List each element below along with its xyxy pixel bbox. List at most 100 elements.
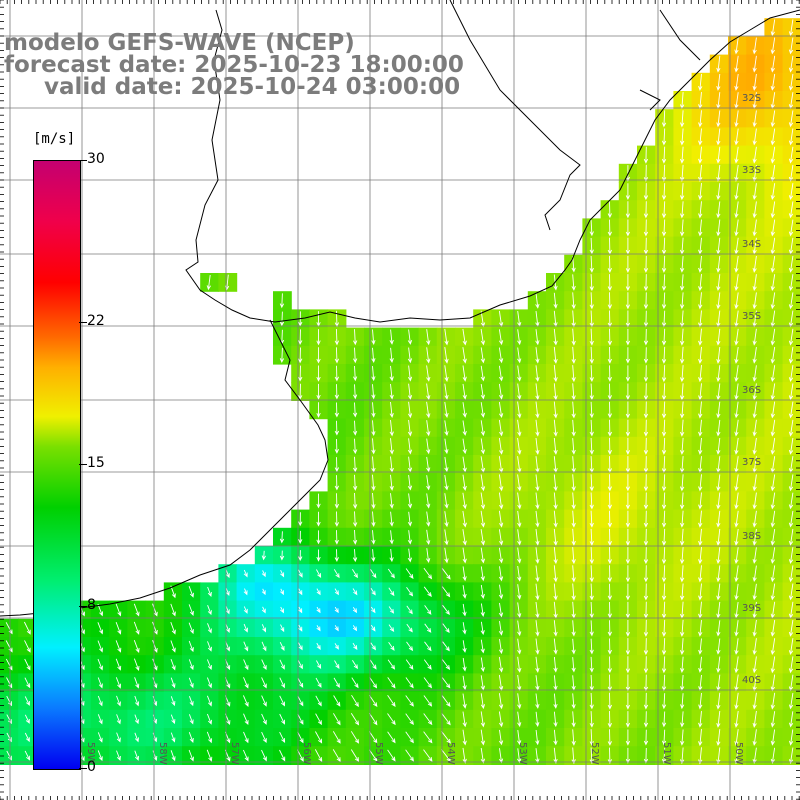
- wind-arrow: [498, 566, 504, 582]
- latitude-label: 38S: [742, 531, 761, 542]
- wind-arrow: [279, 550, 285, 561]
- wind-arrow: [334, 549, 339, 563]
- wind-arrow: [734, 583, 739, 601]
- wind-arrow: [752, 365, 757, 382]
- wind-arrow: [698, 110, 703, 128]
- wind-arrow: [480, 657, 485, 673]
- wind-arrow: [134, 677, 140, 689]
- wind-arrow: [498, 365, 504, 382]
- wind-arrow: [387, 731, 396, 744]
- wind-arrow: [788, 692, 794, 710]
- wind-arrow: [643, 419, 649, 437]
- wind-arrow: [480, 547, 486, 564]
- wind-arrow: [734, 474, 739, 492]
- wind-arrow: [716, 747, 721, 765]
- wind-arrow: [752, 128, 757, 146]
- wind-arrow: [188, 622, 194, 635]
- wind-arrow: [315, 695, 322, 707]
- wind-arrow: [553, 419, 558, 437]
- wind-arrow: [607, 565, 613, 583]
- wind-arrow: [770, 674, 776, 692]
- wind-arrow: [298, 624, 303, 632]
- wind-arrow: [298, 530, 303, 544]
- wind-arrow: [170, 658, 176, 671]
- wind-arrow: [407, 438, 413, 455]
- wind-arrow: [243, 606, 248, 614]
- wind-arrow: [553, 747, 558, 764]
- wind-arrow: [387, 659, 396, 670]
- wind-arrow: [242, 695, 249, 707]
- wind-arrow: [661, 747, 667, 764]
- wind-arrow: [553, 383, 558, 401]
- wind-arrow: [316, 660, 322, 669]
- wind-arrow: [206, 713, 212, 725]
- wind-arrow: [517, 711, 522, 728]
- wind-arrow: [643, 255, 649, 273]
- wind-arrow: [679, 146, 685, 164]
- wind-arrow: [643, 510, 649, 528]
- wind-arrow: [643, 692, 649, 710]
- wind-arrow: [679, 565, 685, 583]
- wind-arrow: [770, 401, 776, 419]
- wind-arrow: [643, 437, 649, 455]
- wind-arrow: [352, 660, 358, 670]
- wind-arrow: [734, 528, 739, 546]
- wind-arrow: [625, 528, 631, 546]
- wind-arrow: [462, 402, 467, 418]
- colorbar-tick-label: 0: [87, 759, 96, 775]
- wind-arrow: [462, 603, 467, 617]
- wind-arrow: [170, 714, 176, 725]
- wind-arrow: [498, 383, 504, 400]
- wind-arrow: [752, 547, 757, 564]
- wind-arrow: [333, 713, 341, 726]
- wind-arrow: [752, 347, 757, 364]
- wind-arrow: [279, 659, 285, 670]
- wind-arrow: [6, 695, 12, 707]
- wind-arrow: [716, 601, 721, 619]
- wind-arrow: [571, 274, 576, 291]
- wind-arrow: [770, 219, 776, 237]
- wind-arrow: [298, 347, 303, 364]
- wind-arrow: [770, 164, 776, 182]
- wind-arrow: [188, 640, 194, 653]
- wind-arrow: [462, 747, 467, 764]
- wind-arrow: [371, 492, 376, 510]
- wind-arrow: [589, 419, 594, 437]
- wind-arrow: [770, 583, 776, 601]
- wind-arrow: [423, 659, 432, 670]
- colorbar-tick-mark: [79, 322, 87, 324]
- wind-arrow: [315, 677, 322, 688]
- wind-arrow: [571, 292, 576, 310]
- forecast-date: forecast date: 2025-10-23 18:00:00: [4, 52, 464, 78]
- wind-arrow: [661, 201, 667, 219]
- wind-arrow: [535, 620, 540, 637]
- wind-arrow: [589, 346, 594, 364]
- wind-arrow: [352, 642, 358, 650]
- wind-arrow: [462, 510, 467, 528]
- wind-arrow: [207, 605, 212, 616]
- wind-arrow: [643, 146, 649, 164]
- wind-arrow: [279, 677, 285, 689]
- wind-arrow: [535, 365, 540, 382]
- wind-arrow: [698, 274, 703, 292]
- wind-arrow: [261, 749, 267, 762]
- wind-arrow: [589, 474, 594, 492]
- wind-arrow: [752, 492, 757, 510]
- wind-arrow: [334, 493, 340, 509]
- wind-arrow: [679, 474, 685, 492]
- wind-arrow: [752, 201, 757, 219]
- wind-arrow: [535, 583, 540, 601]
- latitude-label: 32S: [742, 93, 761, 104]
- wind-arrow: [6, 750, 12, 761]
- wind-arrow: [535, 638, 540, 655]
- wind-arrow: [535, 510, 540, 528]
- wind-arrow: [316, 625, 321, 632]
- wind-arrow: [734, 201, 739, 219]
- wind-arrow: [698, 219, 703, 237]
- wind-arrow: [571, 365, 576, 383]
- wind-arrow: [752, 110, 757, 128]
- wind-arrow: [207, 623, 212, 634]
- wind-arrow: [480, 639, 485, 654]
- wind-arrow: [371, 402, 376, 418]
- wind-arrow: [716, 146, 721, 164]
